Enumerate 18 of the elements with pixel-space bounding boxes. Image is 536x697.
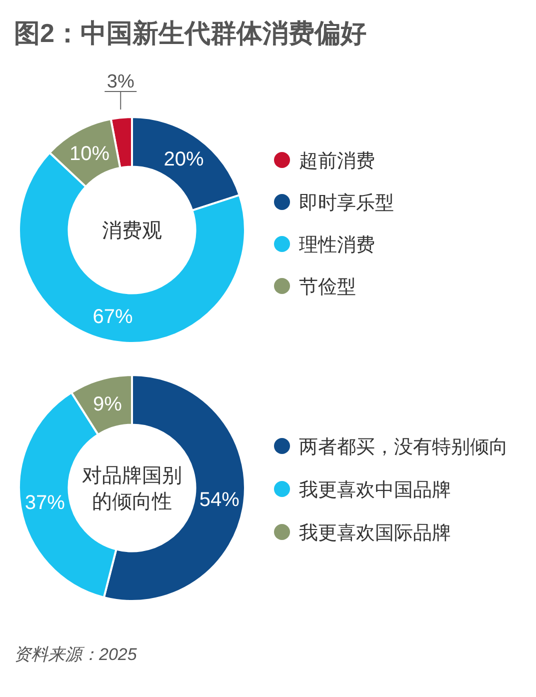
data-label: 10% [70, 142, 110, 165]
legend-label: 我更喜欢国际品牌 [299, 523, 451, 544]
data-label: 3% [106, 72, 134, 93]
legend-label: 我更喜欢中国品牌 [299, 480, 451, 501]
text: 对品牌国别的倾向性 [82, 465, 182, 513]
legend-label: 节俭型 [299, 277, 356, 298]
chart-title: 图2：中国新生代群体消费偏好 [14, 18, 366, 48]
legend-label: 超前消费 [299, 151, 375, 172]
data-label: 67% [92, 306, 134, 328]
text: 资料来源：2025 [14, 645, 138, 664]
legend-label: 即时享乐型 [299, 192, 394, 214]
text: 消费观 [102, 220, 162, 242]
data-label: 20% [164, 148, 204, 171]
legend-label: 理性消费 [299, 235, 375, 256]
legend-label: 两者都买，没有特别倾向 [299, 437, 508, 458]
data-label: 54% [199, 489, 240, 512]
data-label: 37% [24, 492, 66, 514]
data-label: 9% [92, 393, 122, 416]
